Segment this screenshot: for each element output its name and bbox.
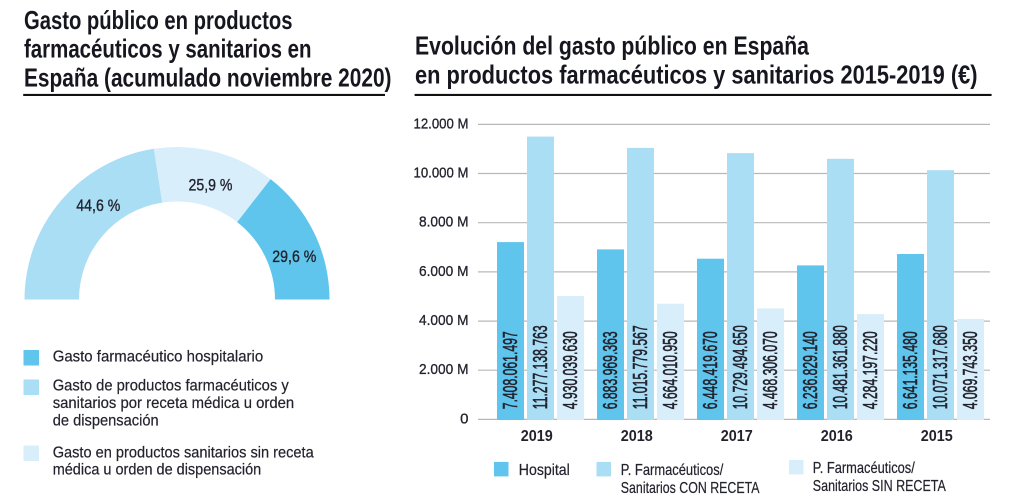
svg-text:10.000 M: 10.000 M bbox=[414, 165, 469, 182]
svg-text:2018: 2018 bbox=[621, 428, 653, 445]
svg-text:Gasto público en productos: Gasto público en productos bbox=[24, 5, 293, 35]
svg-text:25,9 %: 25,9 % bbox=[189, 175, 233, 194]
svg-text:10.729.494.650: 10.729.494.650 bbox=[730, 325, 752, 409]
svg-text:7.408.061.497: 7.408.061.497 bbox=[500, 331, 522, 409]
svg-text:2.000 M: 2.000 M bbox=[419, 361, 469, 378]
svg-text:10.481.361.880: 10.481.361.880 bbox=[830, 325, 852, 409]
svg-text:0: 0 bbox=[460, 410, 468, 427]
svg-text:4.000 M: 4.000 M bbox=[419, 312, 469, 329]
svg-text:4.468.306.070: 4.468.306.070 bbox=[760, 331, 782, 409]
svg-text:10.071.317.680: 10.071.317.680 bbox=[930, 325, 952, 409]
svg-text:11.015.779.567: 11.015.779.567 bbox=[630, 325, 652, 409]
svg-text:Gasto farmacéutico hospitalari: Gasto farmacéutico hospitalario bbox=[53, 348, 264, 365]
svg-text:de dispensación: de dispensación bbox=[53, 413, 159, 430]
svg-text:en productos farmacéuticos y s: en productos farmacéuticos y sanitarios … bbox=[415, 59, 978, 89]
svg-text:Gasto en productos sanitarios: Gasto en productos sanitarios sin receta bbox=[53, 445, 314, 462]
svg-text:Evolución del gasto público en: Evolución del gasto público en España bbox=[415, 31, 809, 61]
svg-text:Hospital: Hospital bbox=[519, 462, 570, 479]
svg-text:44,6 %: 44,6 % bbox=[76, 196, 120, 215]
svg-text:6.448.419.670: 6.448.419.670 bbox=[700, 331, 722, 409]
svg-text:6.883.969.363: 6.883.969.363 bbox=[600, 331, 622, 409]
svg-text:2019: 2019 bbox=[521, 428, 553, 445]
svg-text:Gasto de productos farmacéutic: Gasto de productos farmacéuticos y bbox=[53, 378, 289, 395]
svg-text:6.236.829.140: 6.236.829.140 bbox=[800, 331, 822, 409]
svg-text:6.000 M: 6.000 M bbox=[419, 263, 469, 280]
svg-text:P. Farmacéuticos/: P. Farmacéuticos/ bbox=[813, 460, 915, 477]
svg-text:sanitarios por receta médica u: sanitarios por receta médica u orden bbox=[53, 395, 294, 412]
svg-text:4.284.197.220: 4.284.197.220 bbox=[860, 331, 882, 409]
svg-text:29,6 %: 29,6 % bbox=[272, 247, 316, 266]
svg-text:España (acumulado noviembre 20: España (acumulado noviembre 2020) bbox=[24, 62, 392, 92]
svg-text:4.069.743.350: 4.069.743.350 bbox=[960, 331, 982, 409]
svg-text:P. Farmacéuticos/: P. Farmacéuticos/ bbox=[621, 462, 724, 479]
svg-text:6.641.135.480: 6.641.135.480 bbox=[900, 331, 922, 409]
svg-text:4.930.039.630: 4.930.039.630 bbox=[560, 331, 582, 409]
svg-text:médica u orden de dispensación: médica u orden de dispensación bbox=[53, 462, 262, 479]
svg-text:farmacéuticos y sanitarios en: farmacéuticos y sanitarios en bbox=[24, 34, 312, 64]
svg-text:2017: 2017 bbox=[721, 428, 753, 445]
svg-text:Sanitarios SIN RECETA: Sanitarios SIN RECETA bbox=[813, 478, 946, 495]
svg-text:Sanitarios CON RECETA: Sanitarios CON RECETA bbox=[621, 480, 760, 497]
svg-text:2015: 2015 bbox=[921, 428, 953, 445]
svg-text:11.277.138.763: 11.277.138.763 bbox=[530, 325, 552, 409]
svg-text:12.000 M: 12.000 M bbox=[414, 115, 469, 132]
svg-text:8.000 M: 8.000 M bbox=[419, 214, 469, 231]
svg-text:2016: 2016 bbox=[821, 428, 853, 445]
svg-text:4.664.010.950: 4.664.010.950 bbox=[660, 331, 682, 409]
